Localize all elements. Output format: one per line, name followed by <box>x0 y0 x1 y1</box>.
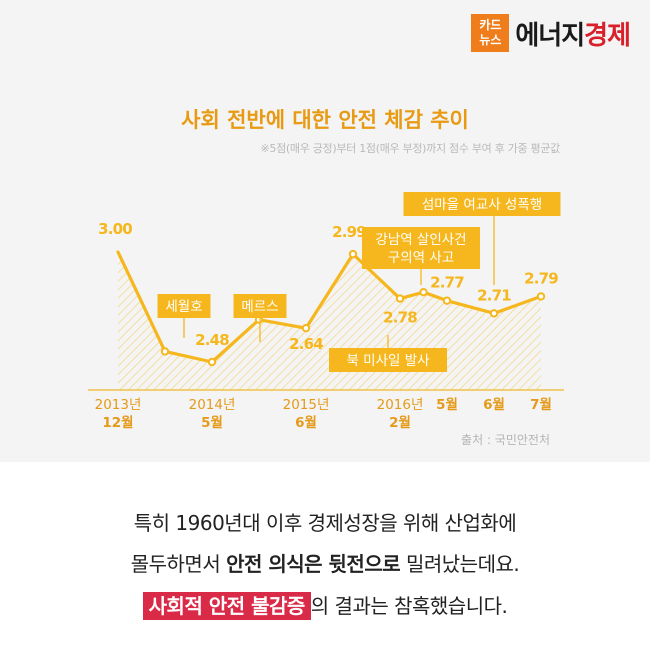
series-line-segment <box>351 252 402 301</box>
p2-text-b: 밀려났는데요. <box>400 552 520 576</box>
cardnews-badge: 카드 뉴스 <box>471 14 510 52</box>
series-line-segment <box>257 318 308 330</box>
series-line-segment <box>445 299 496 315</box>
data-point <box>301 323 311 333</box>
annotation-box <box>362 227 480 269</box>
data-label: 2.64 <box>289 335 323 353</box>
x-tick-label: 2016년 <box>377 397 424 413</box>
data-label: 2.99 <box>332 223 366 241</box>
x-tick-label: 5월 <box>436 396 458 413</box>
annotation-box <box>233 294 287 318</box>
series-line-segment <box>492 294 543 315</box>
series-line-segment <box>304 252 355 330</box>
brand-name-black: 에너지 <box>515 20 585 51</box>
annotation-box <box>157 294 211 318</box>
data-label: 2.77 <box>430 274 464 292</box>
annotation-callout: 섬마을 여교사 성폭행 <box>403 192 561 285</box>
annotation-text: 세월호 <box>165 299 202 315</box>
annotation-callout: 세월호 <box>157 294 211 338</box>
data-label: 2.71 <box>477 286 511 304</box>
data-point <box>489 309 499 318</box>
badge-line-1: 카드 <box>479 18 502 32</box>
data-point <box>536 292 546 301</box>
x-tick-label: 2013년 <box>95 397 142 413</box>
brand-logo: 카드 뉴스 에너지경제 <box>471 14 631 52</box>
data-point <box>207 357 217 367</box>
x-tick-label: 2015년 <box>283 397 330 413</box>
p3-rest: 의 결과는 참혹했습니다. <box>310 594 508 618</box>
x-tick-label-month: 2월 <box>389 414 411 431</box>
data-label: 2.79 <box>524 269 558 287</box>
data-point <box>160 347 170 356</box>
annotation-box <box>329 348 447 372</box>
x-tick-label: 7월 <box>530 396 552 413</box>
series-line-segment <box>210 318 261 364</box>
annotation-callout: 북 미사일 발사 <box>329 335 447 372</box>
x-tick-label-month: 6월 <box>295 414 317 431</box>
annotation-box <box>403 192 561 216</box>
annotation-text: 강남역 살인사건 <box>375 232 466 248</box>
p2-bold-text: 안전 의식은 뒷전으로 <box>226 552 401 576</box>
data-point <box>442 296 452 305</box>
brand-name: 에너지경제 <box>515 15 631 52</box>
data-label: 2.48 <box>195 331 229 349</box>
series-line-segment <box>116 250 167 354</box>
x-tick-label-month: 12월 <box>102 414 133 431</box>
data-label: 3.00 <box>98 220 132 238</box>
annotation-callout: 메르스 <box>233 294 287 342</box>
chart-subtitle: ※5점(매우 긍정)부터 1점(매우 부정)까지 점수 부여 후 가중 평균값 <box>260 142 560 155</box>
annotation-text: 구의역 사고 <box>388 250 454 266</box>
p3-highlight: 사회적 안전 불감증 <box>142 592 311 620</box>
x-tick-label: 6월 <box>483 396 505 413</box>
annotation-text: 북 미사일 발사 <box>346 353 430 369</box>
annotation-text: 메르스 <box>241 299 278 315</box>
data-point <box>348 249 358 259</box>
data-point <box>419 287 428 297</box>
x-tick-label-month: 5월 <box>201 414 223 431</box>
chart-title: 사회 전반에 대한 안전 체감 추이 <box>181 108 469 132</box>
annotation-text: 섬마을 여교사 성폭행 <box>422 197 542 213</box>
source-note: 출처 : 국민안전처 <box>461 433 550 447</box>
brand-name-red: 경제 <box>584 20 631 51</box>
paragraph-line-3: 사회적 안전 불감증 의 결과는 참혹했습니다. <box>0 590 650 620</box>
text-panel <box>0 462 650 650</box>
paragraph-line-2: 몰두하면서 안전 의식은 뒷전으로 밀려났는데요. <box>0 548 650 577</box>
data-point <box>395 294 405 303</box>
p2-text-a: 몰두하면서 <box>130 552 227 576</box>
paragraph-line-1: 특히 1960년대 이후 경제성장을 위해 산업화에 <box>133 511 517 535</box>
series-line-segment <box>163 349 214 364</box>
x-tick-label: 2014년 <box>189 397 236 413</box>
badge-line-2: 뉴스 <box>479 33 502 47</box>
data-label: 2.78 <box>383 309 417 327</box>
